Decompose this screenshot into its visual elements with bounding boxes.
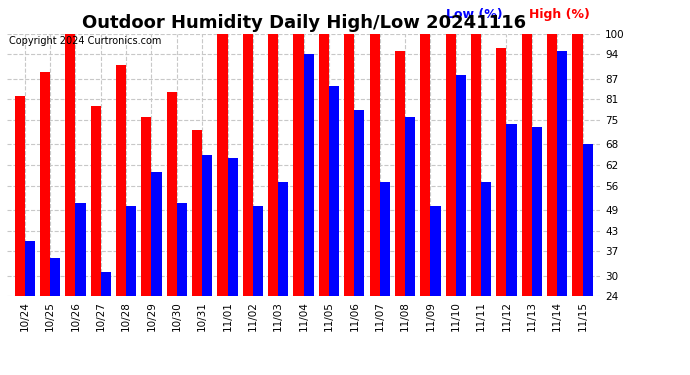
Bar — [116, 65, 126, 296]
Bar — [522, 34, 532, 296]
Bar — [573, 34, 582, 296]
Bar — [202, 154, 213, 296]
Bar — [446, 34, 456, 296]
Bar — [66, 34, 75, 296]
Bar — [370, 34, 380, 296]
Bar — [405, 117, 415, 296]
Bar — [25, 241, 34, 296]
Bar — [268, 34, 278, 296]
Bar — [481, 182, 491, 296]
Bar — [355, 110, 364, 296]
Bar — [177, 203, 187, 296]
Bar — [217, 34, 228, 296]
Bar — [253, 207, 263, 296]
Bar — [547, 34, 558, 296]
Bar — [141, 117, 151, 296]
Bar — [506, 123, 517, 296]
Bar — [582, 144, 593, 296]
Bar — [293, 34, 304, 296]
Bar — [90, 106, 101, 296]
Bar — [319, 34, 329, 296]
Bar — [344, 34, 355, 296]
Bar — [431, 207, 440, 296]
Text: High (%): High (%) — [529, 8, 590, 21]
Bar — [50, 258, 60, 296]
Bar — [151, 172, 161, 296]
Bar — [40, 72, 50, 296]
Bar — [14, 96, 25, 296]
Bar — [126, 207, 136, 296]
Text: Copyright 2024 Curtronics.com: Copyright 2024 Curtronics.com — [9, 36, 161, 46]
Bar — [496, 48, 506, 296]
Title: Outdoor Humidity Daily High/Low 20241116: Outdoor Humidity Daily High/Low 20241116 — [81, 14, 526, 32]
Text: Low (%): Low (%) — [446, 8, 502, 21]
Bar — [380, 182, 390, 296]
Bar — [192, 130, 202, 296]
Bar — [532, 127, 542, 296]
Bar — [278, 182, 288, 296]
Bar — [243, 34, 253, 296]
Bar — [101, 272, 111, 296]
Bar — [329, 86, 339, 296]
Bar — [456, 75, 466, 296]
Bar — [558, 51, 567, 296]
Bar — [228, 158, 237, 296]
Bar — [420, 34, 431, 296]
Bar — [75, 203, 86, 296]
Bar — [167, 93, 177, 296]
Bar — [471, 34, 481, 296]
Bar — [304, 54, 314, 296]
Bar — [395, 51, 405, 296]
